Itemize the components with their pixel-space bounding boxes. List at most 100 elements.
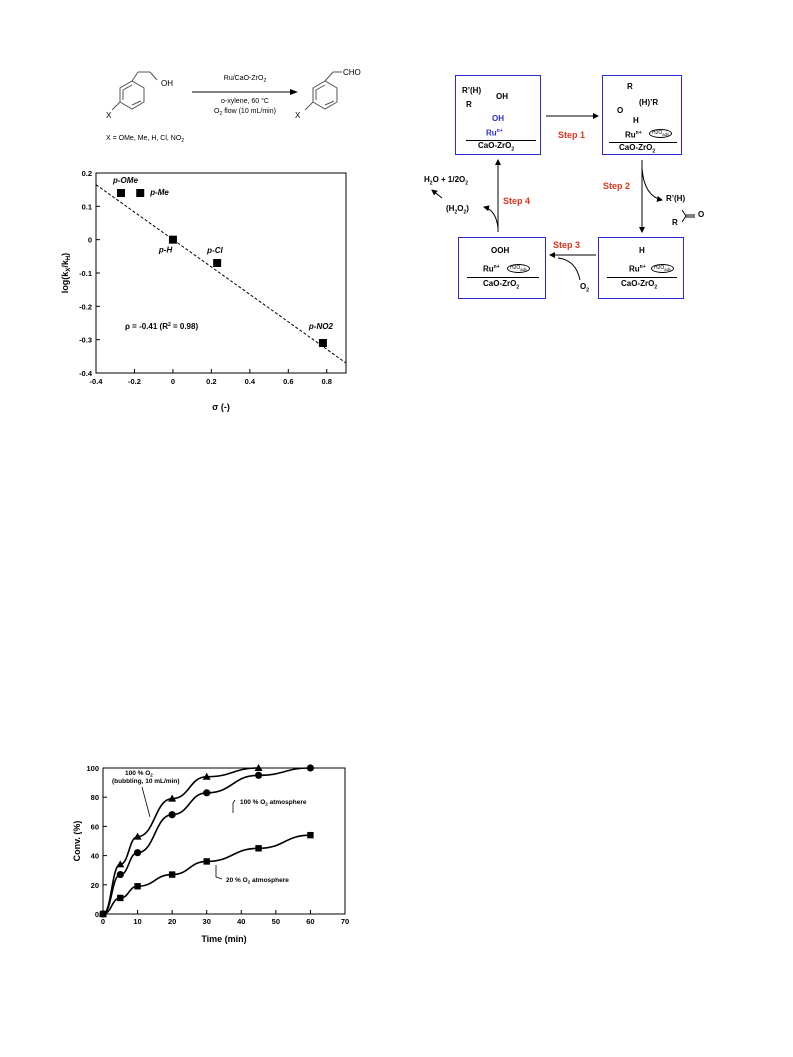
kinetics-point-circle	[133, 849, 142, 857]
h2o2-label: (H2O2)	[446, 204, 469, 216]
hammett-point	[136, 189, 145, 197]
step3-label: Step 3	[553, 240, 581, 250]
mechanism-box-4: OOH Run+ H2Oads CaO-ZrO2	[458, 237, 546, 299]
hammett-point-label: p-OMe	[112, 176, 138, 185]
kinetics-point-square	[117, 894, 124, 902]
reagent-line2: o-xylene, 60 °C	[221, 97, 269, 105]
reagent-line1: Ru/CaO-ZrO2	[224, 75, 267, 84]
kinetics-point-triangle	[254, 764, 263, 771]
water-arrow	[431, 189, 443, 199]
kinetics-xtick-label: 50	[272, 917, 280, 926]
step2-branch-arrow	[641, 167, 663, 202]
product-structure	[304, 71, 342, 111]
reactant-x: X	[106, 111, 112, 120]
product-r: R	[672, 218, 678, 227]
box4-ru: Run+	[483, 264, 500, 274]
kinetics-ytick-label: 20	[91, 881, 99, 890]
box1-r-top: R’(H)	[462, 86, 482, 95]
product-bond-2	[681, 215, 687, 223]
box3-ru: Run+	[629, 264, 646, 274]
hammett-ytick-label: 0	[88, 236, 92, 245]
mechanism-scheme: R’(H) OH R OH Run+ CaO-ZrO2 R (H)’R O H …	[410, 70, 710, 310]
kinetics-xtick-label: 0	[101, 917, 105, 926]
box4-h2o-ads: H2Oads	[507, 264, 530, 273]
box2-h2o-ads: H2Oads	[649, 129, 672, 138]
kinetics-ylabel: Conv. (%)	[72, 821, 82, 862]
kinetics-ytick-label: 60	[91, 822, 99, 831]
kinetics-point-triangle	[133, 832, 142, 840]
reaction-scheme: OH X Ru/CaO-ZrO2 o-xylene, 60 °C O2 flow…	[106, 68, 361, 144]
hammett-point-label: p-H	[158, 246, 173, 255]
kinetics-point-triangle	[202, 772, 211, 780]
kinetics-series-line	[102, 767, 259, 915]
water-oxygen-label: H2O + 1/2O2	[424, 175, 469, 187]
box1-ru: Run+	[486, 128, 503, 138]
kinetics-xtick-label: 60	[306, 917, 314, 926]
mechanism-box-1: R’(H) OH R OH Run+ CaO-ZrO2	[455, 75, 541, 155]
kinetics-ytick-label: 100	[86, 764, 99, 773]
hammett-xtick-label: 0.2	[206, 377, 216, 386]
hammett-fit-line	[95, 184, 347, 364]
box3-support: CaO-ZrO2	[621, 279, 658, 291]
kinetics-ytick-label: 40	[91, 852, 99, 861]
product-x: X	[295, 111, 301, 120]
box2-support: CaO-ZrO2	[619, 143, 656, 155]
kinetics-point-circle	[254, 771, 263, 779]
hammett-xtick-label: 0.6	[283, 377, 293, 386]
kinetics-xtick-label: 30	[203, 917, 211, 926]
mechanism-box-3: H Run+ H2Oads CaO-ZrO2	[598, 237, 684, 299]
hammett-point	[318, 339, 327, 347]
box3-h2o-ads: H2Oads	[651, 264, 674, 273]
reactant-structure	[111, 71, 158, 111]
box2-ru: Run+	[625, 130, 642, 140]
box1-r: R	[466, 100, 472, 109]
hammett-point	[213, 259, 222, 267]
kinetics-point-triangle	[168, 794, 177, 802]
box3-h: H	[639, 246, 645, 255]
kinetics-point-circle	[116, 870, 124, 879]
product-rh: R’(H)	[666, 194, 686, 203]
product-o: O	[698, 210, 705, 219]
kinetics-point-triangle	[116, 860, 125, 868]
o2-label: O2	[580, 282, 590, 294]
reactant-oh: OH	[161, 79, 173, 88]
mechanism-box-2: R (H)’R O H Run+ H2Oads CaO-ZrO2	[602, 75, 682, 155]
box4-ooh: OOH	[491, 246, 510, 255]
kinetics-point-circle	[203, 789, 211, 797]
kinetics-point-square	[99, 910, 107, 918]
kinetics-ytick-label: 80	[91, 793, 99, 802]
label-bubbling: 100 % O2	[125, 770, 153, 778]
hammett-point	[168, 235, 177, 244]
kinetics-frame	[102, 767, 346, 915]
substituents-line: X = OMe, Me, H, Cl, NO2	[106, 135, 184, 144]
hammett-ytick-label: -0.1	[79, 269, 92, 278]
label-20-pointer	[215, 865, 223, 880]
step4-label: Step 4	[503, 196, 531, 206]
label-bubbling-pointer	[141, 786, 151, 818]
product-bond-1	[681, 209, 687, 217]
kinetics-point-square	[134, 883, 141, 890]
box4-surface	[467, 277, 539, 278]
reaction-arrowhead	[290, 89, 298, 95]
mechanism-arrows	[431, 113, 695, 281]
hammett-ytick-label: -0.2	[79, 302, 92, 311]
box2-h: H	[633, 116, 639, 125]
product-cho: CHO	[343, 68, 361, 77]
box2-o: O	[617, 106, 624, 115]
box2-surface	[609, 142, 677, 143]
box1-oh-blue: OH	[492, 114, 504, 123]
label-atm: 100 % O2 atmosphere	[240, 799, 307, 807]
step1-label: Step 1	[558, 130, 586, 140]
hammett-xtick-label: 0.8	[322, 377, 332, 386]
hammett-ytick-label: 0.1	[82, 202, 92, 211]
hammett-xtick-label: 0.4	[245, 377, 256, 386]
kinetics-point-circle	[306, 764, 315, 772]
hammett-ytick-label: -0.3	[79, 336, 92, 345]
label-20: 20 % O2 atmosphere	[226, 877, 289, 885]
box4-support: CaO-ZrO2	[483, 279, 520, 291]
reagent-line3: O2 flow (10 mL/min)	[214, 108, 276, 117]
kinetics-ytick-label: 0	[95, 910, 99, 919]
box3-surface	[607, 277, 677, 278]
kinetics-point-square	[203, 858, 210, 865]
box2-h-r: (H)’R	[639, 98, 659, 107]
